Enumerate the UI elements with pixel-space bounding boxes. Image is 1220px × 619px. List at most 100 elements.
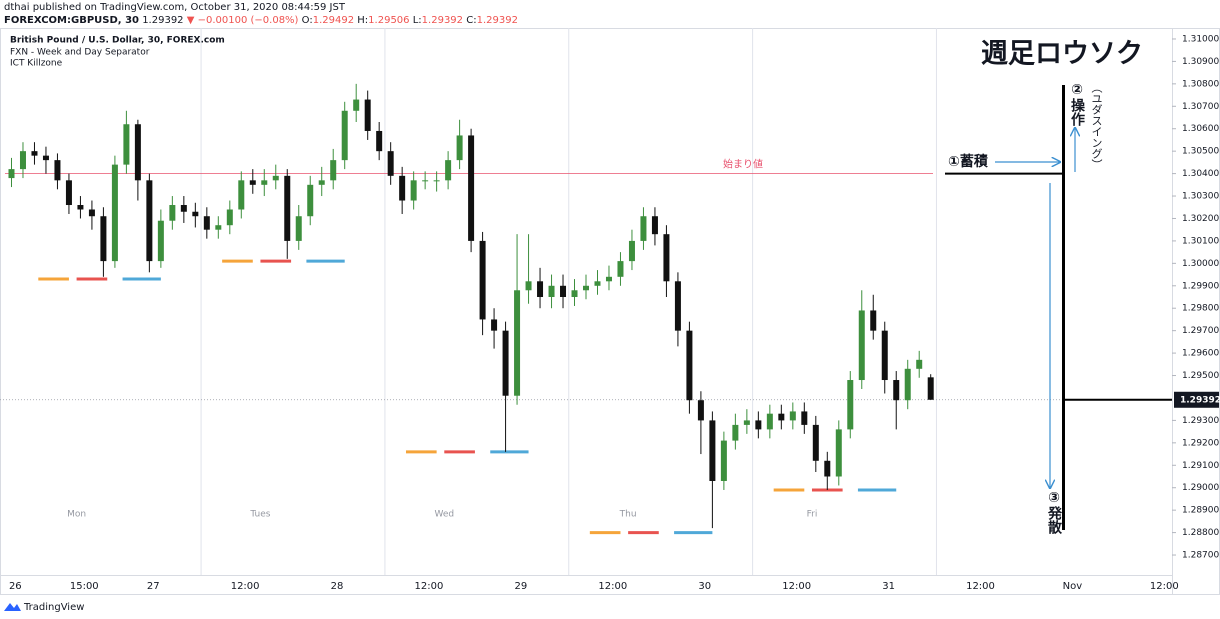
candle-body	[824, 460, 831, 477]
y-tick-label: 1.30900	[1182, 57, 1219, 67]
candle-body	[8, 169, 15, 179]
candle-body	[881, 330, 888, 381]
x-tick-label: 31	[882, 581, 895, 592]
candle-body	[422, 180, 429, 182]
candle-body	[157, 220, 164, 262]
candle-body	[594, 281, 601, 286]
candle-body	[628, 240, 635, 262]
y-tick-label: 1.31000	[1182, 34, 1219, 44]
candle-body	[732, 424, 739, 441]
candle-body	[743, 420, 750, 425]
quote-h: H:	[357, 15, 368, 26]
session-label: Wed	[434, 510, 454, 520]
candle-body	[697, 400, 704, 421]
y-tick-label: 1.29900	[1182, 281, 1219, 291]
candle-body	[65, 180, 72, 206]
quote-h-val: 1.29506	[368, 15, 409, 26]
annotation-step1: ①蓄積	[948, 153, 989, 170]
quote-c: C:	[466, 15, 476, 26]
legend-item: FXN - Week and Day Separator	[10, 48, 150, 58]
annotation-step2-note: （ユダスイング）	[1090, 82, 1103, 170]
y-tick-label: 1.28800	[1182, 528, 1219, 538]
candle-body	[203, 216, 210, 230]
candle-body	[502, 330, 509, 396]
candle-body	[847, 380, 854, 430]
candle-body	[663, 234, 670, 282]
candle-body	[330, 160, 337, 181]
open-price-label: 始まり値	[723, 158, 763, 171]
candle-body	[410, 180, 417, 201]
y-tick-label: 1.30000	[1182, 259, 1219, 269]
candle-body	[514, 290, 521, 396]
candle-body	[123, 124, 130, 165]
x-tick-label: 15:00	[70, 581, 99, 592]
session-label: Thu	[619, 510, 637, 520]
candle-body	[537, 281, 544, 298]
candle-body	[789, 411, 796, 421]
candle-body	[307, 184, 314, 217]
candle-body	[709, 420, 716, 481]
candle-body	[249, 180, 256, 185]
candle-body	[180, 205, 187, 212]
candle-body	[261, 180, 268, 185]
y-tick-label: 1.29700	[1182, 326, 1219, 336]
candle-body	[904, 368, 911, 401]
last-price-label: 1.29392	[1180, 395, 1220, 405]
y-tick-label: 1.29800	[1182, 304, 1219, 314]
candle-body	[134, 124, 141, 181]
candle-body	[560, 285, 567, 298]
candle-body	[870, 310, 877, 331]
candle-body	[456, 135, 463, 161]
candle-body	[916, 359, 923, 369]
chart-frame	[0, 28, 1220, 595]
quote-c-val: 1.29392	[477, 15, 518, 26]
x-tick-label: 28	[331, 581, 344, 592]
candle-body	[491, 319, 498, 331]
candle-body	[318, 180, 325, 185]
candle-body	[146, 180, 153, 262]
y-tick-label: 1.30100	[1182, 236, 1219, 246]
candle-body	[674, 281, 681, 331]
y-tick-label: 1.30500	[1182, 147, 1219, 157]
legend-item: British Pound / U.S. Dollar, 30, FOREX.c…	[10, 36, 225, 46]
session-label: Mon	[67, 510, 86, 520]
candle-body	[238, 180, 245, 210]
y-tick-label: 1.29500	[1182, 371, 1219, 381]
candle-body	[399, 175, 406, 201]
candle-body	[42, 155, 49, 161]
last-price-box	[1174, 391, 1219, 408]
quote-line: FOREXCOM:GBPUSD, 30 1.29392 ▼ −0.00100 (…	[4, 15, 518, 26]
candle-body	[111, 164, 118, 262]
candle-body	[617, 261, 624, 277]
x-tick-label: 12:00	[782, 581, 811, 592]
candle-body	[387, 151, 394, 176]
x-tick-label: 12:00	[415, 581, 444, 592]
quote-change: ▼ −0.00100 (−0.08%)	[187, 15, 299, 26]
x-tick-label: 30	[698, 581, 711, 592]
y-tick-label: 1.28900	[1182, 506, 1219, 516]
tv-logo	[4, 603, 21, 611]
candle-body	[31, 151, 38, 156]
y-tick-label: 1.29300	[1182, 416, 1219, 426]
quote-l-val: 1.29392	[422, 15, 463, 26]
candle-body	[686, 330, 693, 401]
candle-body	[755, 420, 762, 430]
y-tick-label: 1.30600	[1182, 124, 1219, 134]
annotation-step2: ②操作	[1069, 82, 1085, 127]
legend-item: ICT Killzone	[10, 59, 63, 69]
candle-body	[169, 205, 176, 221]
x-tick-label: 12:00	[1150, 581, 1179, 592]
y-tick-label: 1.28700	[1182, 551, 1219, 561]
session-label: Tues	[249, 510, 270, 520]
candle-body	[54, 160, 61, 181]
candle-body	[525, 281, 532, 291]
footer: TradingView	[23, 602, 84, 613]
candle-body	[766, 413, 773, 430]
quote-symbol: FOREXCOM:GBPUSD, 30	[4, 15, 139, 26]
annotation-step3: ③発散	[1046, 490, 1063, 535]
candle-body	[295, 216, 302, 241]
candle-body	[77, 205, 84, 210]
y-tick-label: 1.30300	[1182, 192, 1219, 202]
plot: Mon Tues Wed Thu Fri 26 15:00 27 12:00 28 12:00 29 1…	[0, 28, 1220, 592]
